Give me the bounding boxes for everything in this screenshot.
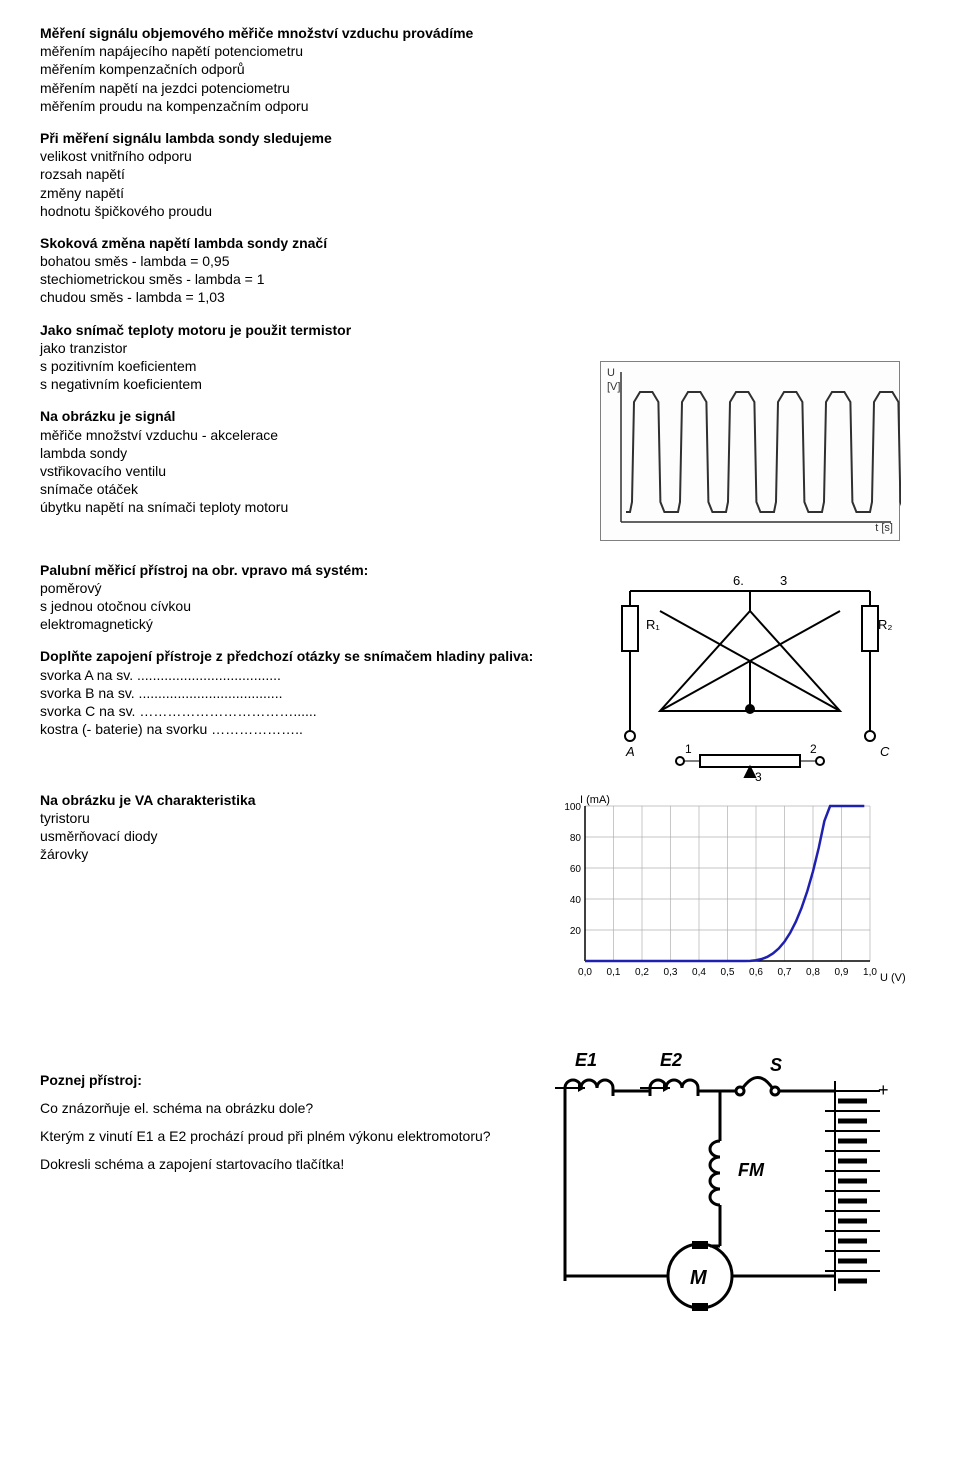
svg-text:0,9: 0,9 <box>835 967 849 978</box>
q9-l2: Kterým z vinutí E1 a E2 prochází proud p… <box>40 1127 540 1145</box>
svg-text:0,7: 0,7 <box>778 967 792 978</box>
question-8: Na obrázku je VA charakteristika tyristo… <box>40 791 540 864</box>
q9-title: Poznej přístroj: <box>40 1071 540 1089</box>
svg-text:40: 40 <box>570 895 582 906</box>
starter-m-label: M <box>690 1267 708 1289</box>
q7-line: svorka A na sv. ........................… <box>40 666 600 684</box>
q5-opt: úbytku napětí na snímači teploty motoru <box>40 498 600 516</box>
svg-text:0,3: 0,3 <box>664 967 678 978</box>
q5-opt: lambda sondy <box>40 444 600 462</box>
va-figure: I (mA) U (V) 20 40 60 80 100 0,0 0,1 0,2 0,3 0,4… <box>540 791 920 991</box>
question-7: Doplňte zapojení přístroje z předchozí o… <box>40 647 600 738</box>
va-x-label: U (V) <box>880 972 906 984</box>
q1-opt: měřením napětí na jezdci potenciometru <box>40 79 920 97</box>
q8-opt: tyristoru <box>40 809 540 827</box>
q8-title: Na obrázku je VA charakteristika <box>40 791 540 809</box>
question-2: Při měření signálu lambda sondy sledujem… <box>40 129 920 220</box>
q2-opt: rozsah napětí <box>40 165 920 183</box>
question-5: Na obrázku je signál měřiče množství vzd… <box>40 407 600 516</box>
q6-opt: elektromagnetický <box>40 615 600 633</box>
starter-e1-label: E1 <box>575 1050 597 1070</box>
q4-opt: jako tranzistor <box>40 339 600 357</box>
starter-s-label: S <box>770 1055 782 1075</box>
q3-opt: stechiometrickou směs - lambda = 1 <box>40 270 920 288</box>
svg-text:0,2: 0,2 <box>635 967 649 978</box>
question-9: Poznej přístroj: Co znázorňuje el. schém… <box>40 1071 540 1174</box>
meter-a-label: A <box>625 744 635 759</box>
starter-schematic-icon: + <box>540 1041 910 1321</box>
meter-6-label: 6. <box>733 573 744 588</box>
meter-2-label: 2 <box>810 742 817 756</box>
q2-opt: změny napětí <box>40 184 920 202</box>
svg-text:0,5: 0,5 <box>721 967 735 978</box>
svg-text:+: + <box>878 1080 889 1100</box>
q5-title: Na obrázku je signál <box>40 407 600 425</box>
q3-opt: bohatou směs - lambda = 0,95 <box>40 252 920 270</box>
q1-opt: měřením kompenzačních odporů <box>40 60 920 78</box>
question-3: Skoková změna napětí lambda sondy značí … <box>40 234 920 307</box>
meter-3b-label: 3 <box>755 770 762 781</box>
meter-r1-label: R₁ <box>646 617 660 632</box>
q1-title: Měření signálu objemového měřiče množstv… <box>40 24 920 42</box>
svg-text:0,1: 0,1 <box>607 967 621 978</box>
svg-text:0,8: 0,8 <box>806 967 820 978</box>
q7-line: svorka C na sv. ……………………………...... <box>40 702 600 720</box>
meter-c-label: C <box>880 744 890 759</box>
svg-text:0,4: 0,4 <box>692 967 706 978</box>
q4-title: Jako snímač teploty motoru je použit ter… <box>40 321 600 339</box>
q8-opt: žárovky <box>40 845 540 863</box>
q6-opt: s jednou otočnou cívkou <box>40 597 600 615</box>
meter-3-label: 3 <box>780 573 787 588</box>
question-6: Palubní měřicí přístroj na obr. vpravo m… <box>40 561 600 634</box>
svg-text:80: 80 <box>570 833 582 844</box>
q3-opt: chudou směs - lambda = 1,03 <box>40 288 920 306</box>
q9-l1: Co znázorňuje el. schéma na obrázku dole… <box>40 1099 540 1117</box>
q7-title: Doplňte zapojení přístroje z předchozí o… <box>40 647 600 665</box>
q2-title: Při měření signálu lambda sondy sledujem… <box>40 129 920 147</box>
osc-y-label: U[V] <box>607 366 620 395</box>
svg-text:100: 100 <box>564 802 581 813</box>
svg-text:60: 60 <box>570 864 582 875</box>
svg-text:20: 20 <box>570 926 582 937</box>
svg-text:0,6: 0,6 <box>749 967 763 978</box>
q7-line: svorka B na sv. ........................… <box>40 684 600 702</box>
q6-title: Palubní měřicí přístroj na obr. vpravo m… <box>40 561 600 579</box>
question-1: Měření signálu objemového měřiče množstv… <box>40 24 920 115</box>
svg-text:1,0: 1,0 <box>863 967 877 978</box>
q1-opt: měřením napájecího napětí potenciometru <box>40 42 920 60</box>
osc-x-label: t [s] <box>875 521 893 535</box>
q7-line: kostra (- baterie) na svorku ……………….. <box>40 720 600 738</box>
oscilloscope-figure: U[V] t [s] <box>600 321 920 541</box>
q5-opt: vstřikovacího ventilu <box>40 462 600 480</box>
q4-opt: s negativním koeficientem <box>40 375 600 393</box>
svg-text:0,0: 0,0 <box>578 967 592 978</box>
q2-opt: velikost vnitřního odporu <box>40 147 920 165</box>
osc-waveform-icon <box>601 362 901 542</box>
q5-opt: snímače otáček <box>40 480 600 498</box>
meter-1-label: 1 <box>685 742 692 756</box>
starter-e2-label: E2 <box>660 1050 682 1070</box>
q5-opt: měřiče množství vzduchu - akcelerace <box>40 426 600 444</box>
q9-l3: Dokresli schéma a zapojení startovacího … <box>40 1155 540 1173</box>
question-4: Jako snímač teploty motoru je použit ter… <box>40 321 600 394</box>
starter-fm-label: FM <box>738 1160 765 1180</box>
va-y-label: I (mA) <box>580 794 610 806</box>
q3-title: Skoková změna napětí lambda sondy značí <box>40 234 920 252</box>
q6-opt: poměrový <box>40 579 600 597</box>
va-chart-icon: I (mA) U (V) 20 40 60 80 100 0,0 0,1 0,2 0,3 0,4… <box>540 791 910 991</box>
q1-opt: měřením proudu na kompenzačním odporu <box>40 97 920 115</box>
q4-opt: s pozitivním koeficientem <box>40 357 600 375</box>
meter-schematic-icon: R₁ R₂ 6. 3 A C 1 2 3 <box>600 561 900 781</box>
q8-opt: usměrňovací diody <box>40 827 540 845</box>
q2-opt: hodnotu špičkového proudu <box>40 202 920 220</box>
meter-r2-label: R₂ <box>878 617 892 632</box>
meter-figure: R₁ R₂ 6. 3 A C 1 2 3 <box>600 561 920 781</box>
starter-figure: + <box>540 1041 920 1321</box>
